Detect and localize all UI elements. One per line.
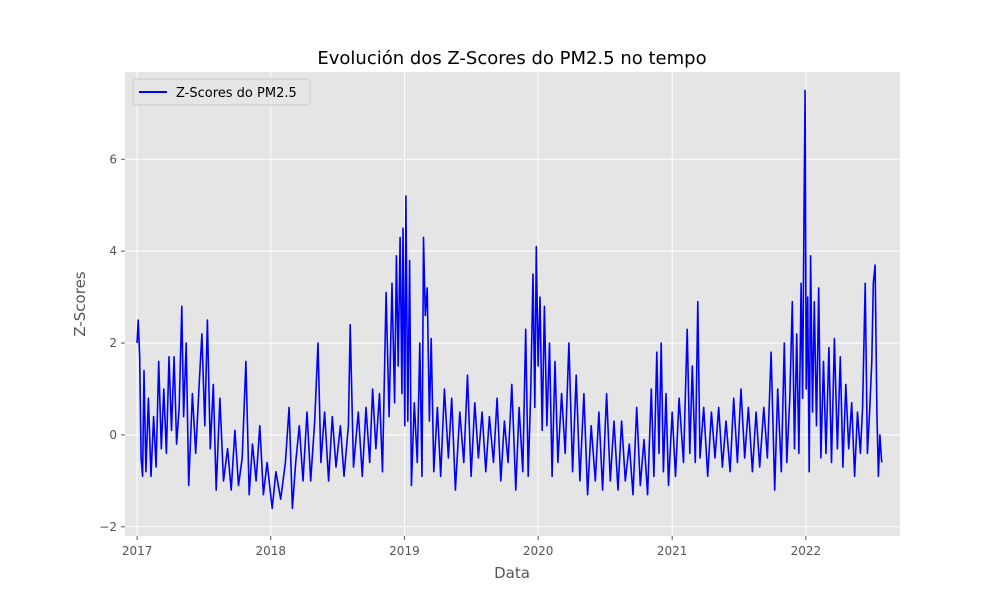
y-axis: −2 0 2 4 6 — [99, 152, 125, 534]
x-tick-label: 2022 — [791, 544, 822, 558]
series-line — [136, 89, 883, 510]
y-tick-label: 6 — [109, 152, 117, 166]
legend-label: Z-Scores do PM2.5 — [176, 86, 297, 101]
legend-box — [132, 78, 311, 106]
x-tick-label: 2018 — [255, 544, 286, 558]
x-tick-label: 2019 — [389, 544, 420, 558]
x-axis-label: Data — [494, 564, 530, 582]
y-axis-label: Z-Scores — [71, 271, 89, 336]
x-tick-label: 2021 — [657, 544, 688, 558]
legend: Z-Scores do PM2.5 — [132, 78, 311, 106]
x-tick-label: 2020 — [523, 544, 554, 558]
y-tick-label: 0 — [109, 428, 117, 442]
x-tick-label: 2017 — [122, 544, 153, 558]
y-tick-label: 4 — [109, 244, 117, 258]
y-tick-label: 2 — [109, 336, 117, 350]
chart-title: Evolución dos Z-Scores do PM2.5 no tempo — [317, 48, 706, 69]
series-layer — [136, 89, 883, 510]
y-tick-label: −2 — [99, 520, 117, 534]
x-axis: 2017 2018 2019 2020 2021 2022 — [122, 536, 821, 558]
